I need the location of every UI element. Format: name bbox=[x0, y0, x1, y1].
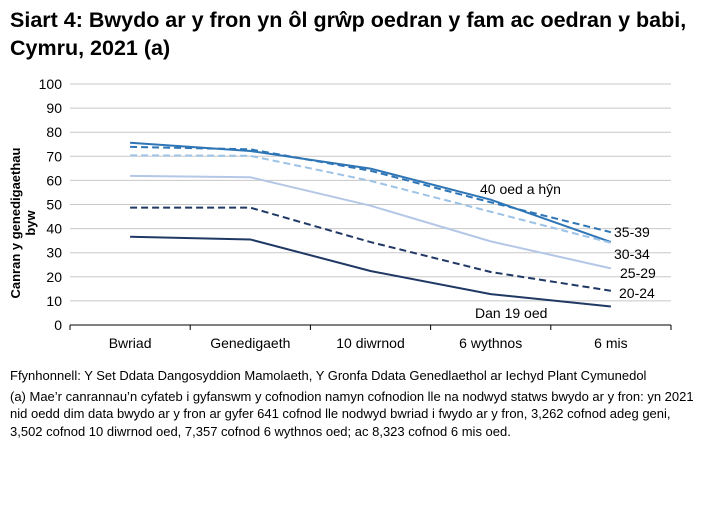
series-line bbox=[130, 145, 612, 234]
y-tick-label: 0 bbox=[54, 317, 62, 333]
series-label: 20-24 bbox=[619, 285, 655, 301]
y-tick-label: 50 bbox=[46, 197, 62, 213]
y-tick-label: 60 bbox=[46, 172, 62, 188]
y-tick-label: 80 bbox=[46, 124, 62, 140]
y-tick-label: 90 bbox=[46, 100, 62, 116]
y-tick-label: 10 bbox=[46, 293, 62, 309]
y-tick-label: 30 bbox=[46, 245, 62, 261]
x-tick-label: Genedigaeth bbox=[210, 335, 290, 351]
x-tick-label: 10 diwrnod bbox=[336, 335, 405, 351]
y-tick-label: 20 bbox=[46, 269, 62, 285]
y-axis-label: Canran y genedigaethau byw bbox=[8, 147, 38, 299]
notes: Ffynhonnell: Y Set Ddata Dangosyddion Ma… bbox=[10, 367, 700, 443]
series-label: 35-39 bbox=[614, 224, 650, 240]
line-chart: 0 10 20 30 40 50 60 70 80 90 100 Bwriad Genedigaeth 1… bbox=[39, 76, 672, 351]
series-line bbox=[130, 235, 612, 308]
source-note: Ffynhonnell: Y Set Ddata Dangosyddion Ma… bbox=[10, 368, 647, 383]
series-label: 40 oed a hŷn bbox=[480, 181, 561, 197]
x-tick-label: Bwriad bbox=[109, 335, 152, 351]
x-tick-label: 6 mis bbox=[594, 335, 627, 351]
series-line bbox=[130, 174, 612, 270]
series-label: 25-29 bbox=[620, 265, 656, 281]
series-label: Dan 19 oed bbox=[475, 305, 547, 321]
series-label: 30-34 bbox=[614, 246, 650, 262]
y-tick-label: 100 bbox=[39, 76, 63, 92]
y-tick-label: 40 bbox=[46, 221, 62, 237]
y-tick-label: 70 bbox=[46, 148, 62, 164]
series-line bbox=[130, 154, 612, 244]
footnote: (a) Mae’r canrannau’n cyfateb i gyfanswm… bbox=[10, 388, 694, 439]
x-tick-label: 6 wythnos bbox=[459, 335, 522, 351]
chart-title: Siart 4: Bwydo ar y fron yn ôl grŵp oedr… bbox=[10, 8, 687, 60]
series-line bbox=[130, 206, 612, 292]
